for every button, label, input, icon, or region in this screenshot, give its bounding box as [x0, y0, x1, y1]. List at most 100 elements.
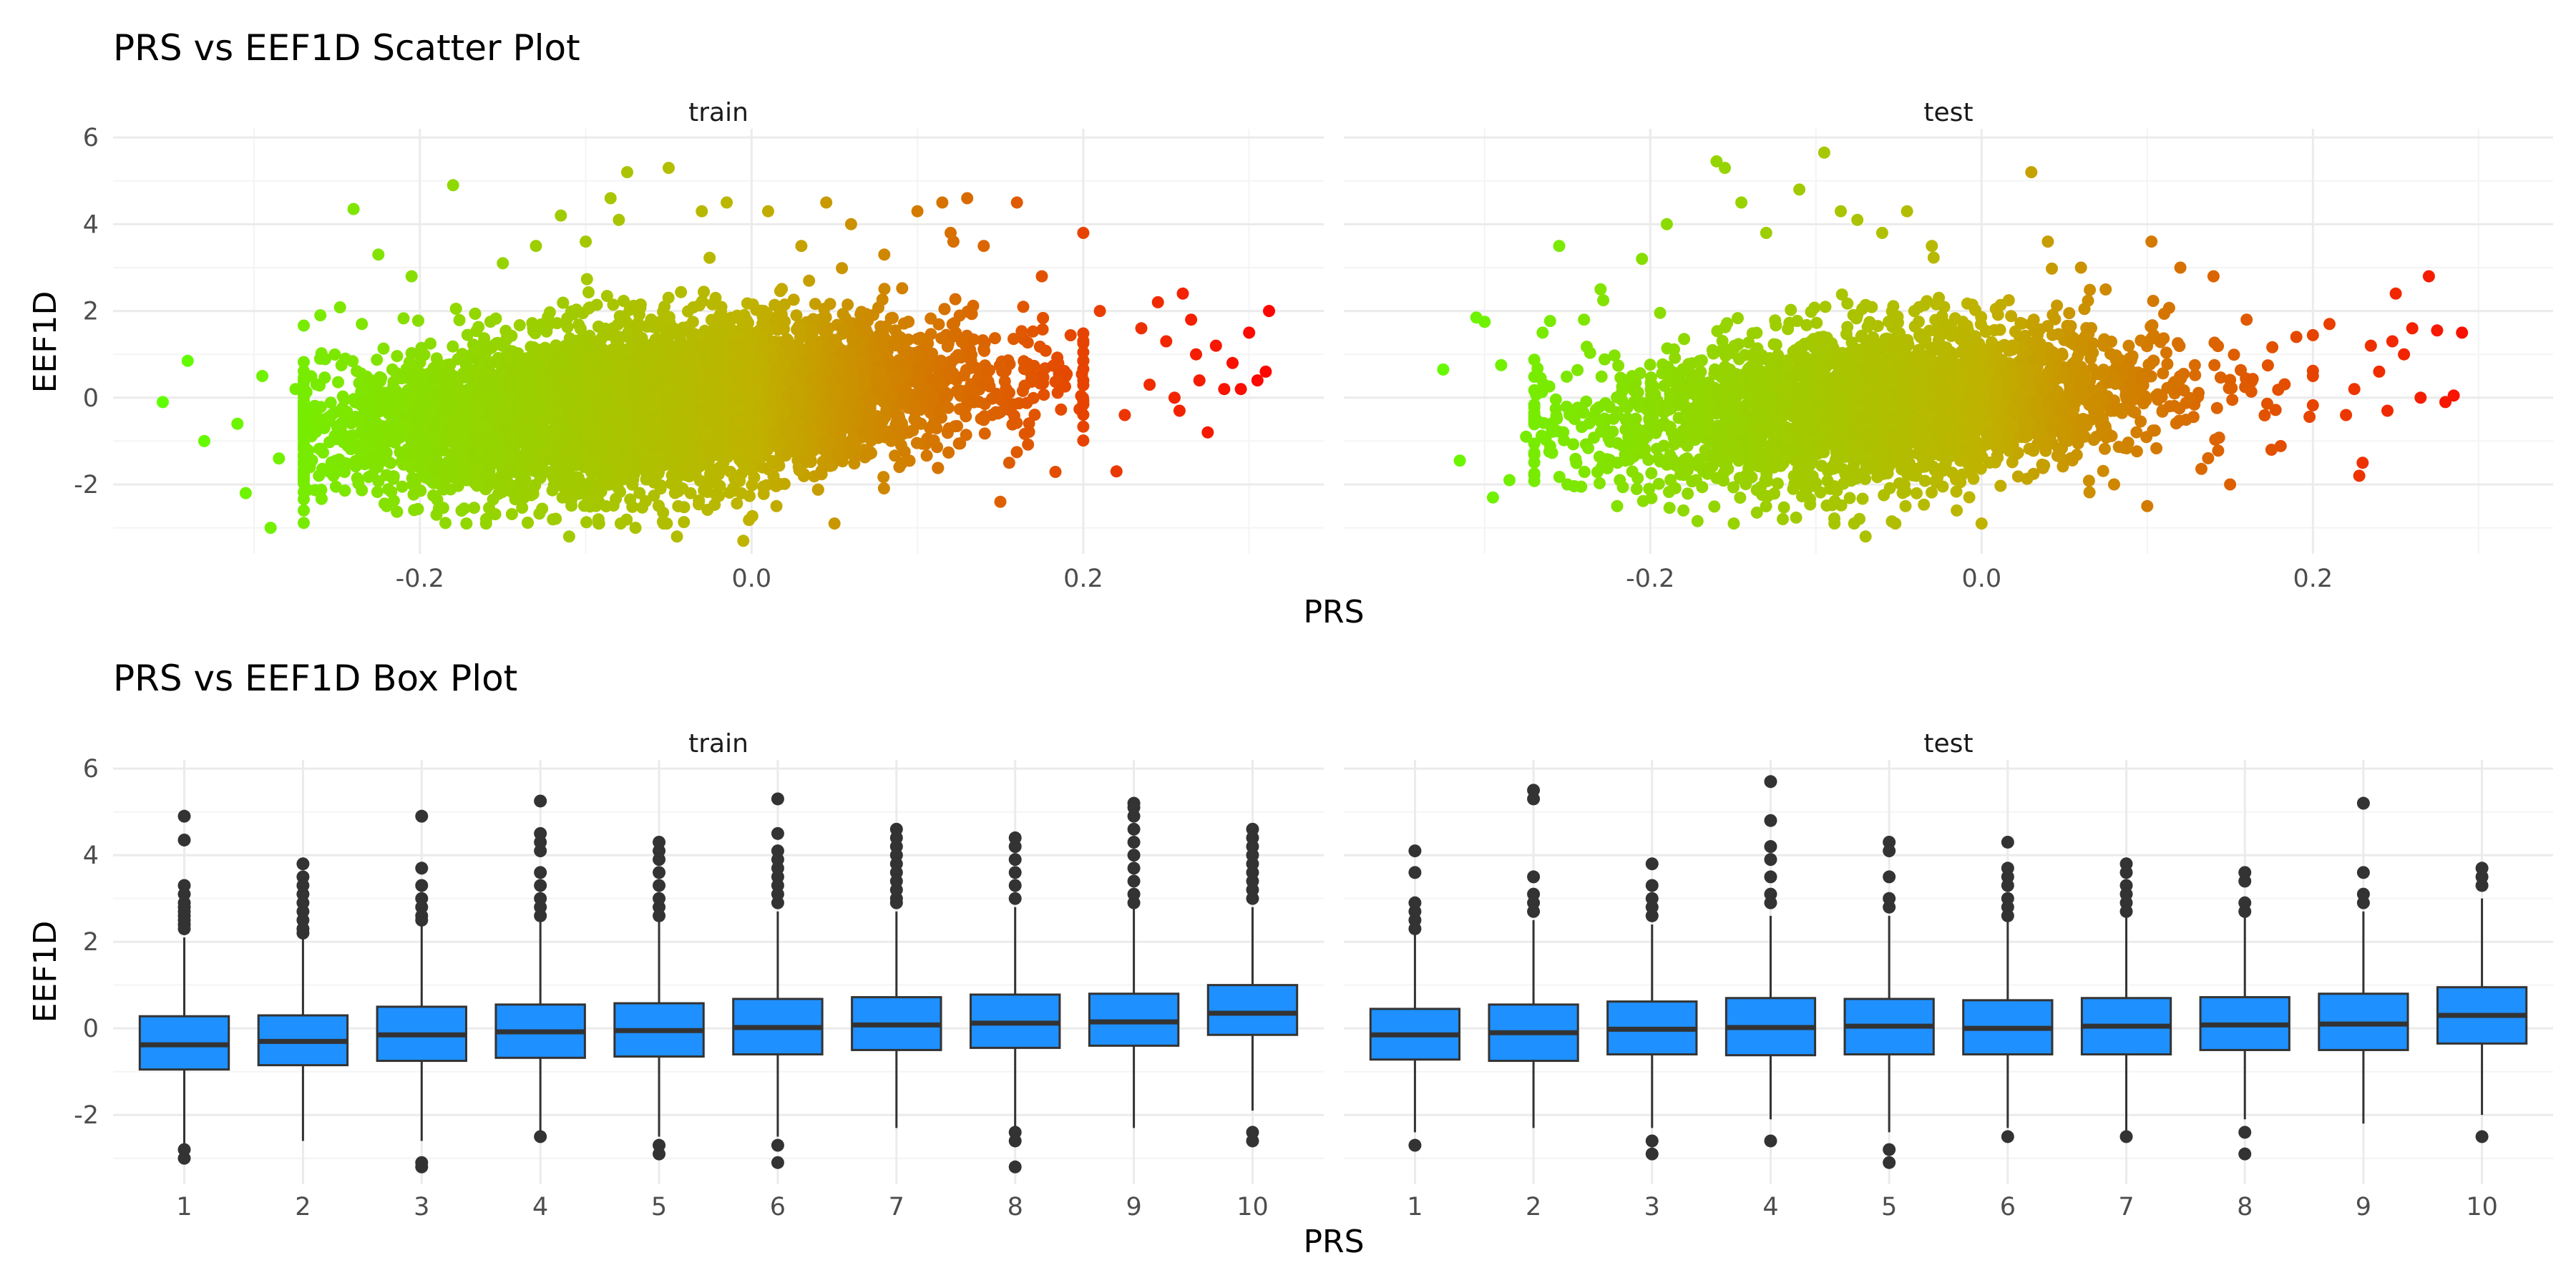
scatter-point — [779, 449, 792, 462]
scatter-point — [787, 293, 800, 306]
scatter-point — [614, 517, 627, 530]
scatter-point — [779, 298, 791, 311]
scatter-point — [1002, 457, 1015, 469]
scatter-title: PRS vs EEF1D Scatter Plot — [113, 27, 580, 69]
scatter-point — [391, 350, 404, 363]
scatter-point — [949, 293, 962, 306]
scatter-point — [324, 396, 337, 409]
box-title: PRS vs EEF1D Box Plot — [113, 658, 517, 699]
scatter-y-axis-label: EEF1D — [27, 291, 64, 394]
scatter-point — [1077, 327, 1090, 340]
scatter-point — [946, 318, 959, 331]
scatter-point — [896, 282, 909, 295]
scatter-point — [1022, 438, 1035, 451]
scatter-point — [332, 376, 344, 389]
scatter-point — [743, 514, 756, 527]
scatter-point — [878, 283, 891, 296]
scatter-point — [298, 356, 310, 369]
scatter-point — [423, 473, 436, 486]
scatter-facet-label-train: train — [688, 98, 748, 127]
scatter-point — [505, 508, 518, 520]
scatter-point — [461, 328, 474, 341]
scatter-point — [468, 502, 481, 514]
scatter-point-cloud — [298, 235, 1090, 530]
scatter-point — [600, 290, 613, 303]
scatter-point — [350, 459, 362, 472]
scatter-point — [920, 449, 933, 462]
scatter-point — [1077, 409, 1090, 421]
scatter-point — [333, 301, 346, 313]
scatter-point — [1010, 446, 1023, 459]
scatter-point — [298, 319, 310, 332]
scatter-point — [1015, 325, 1028, 338]
scatter-point — [872, 301, 884, 314]
scatter-point — [580, 273, 593, 286]
scatter-point — [411, 502, 424, 515]
scatter-point — [724, 465, 737, 478]
scatter-point — [877, 471, 890, 484]
box-facet-label-train: train — [688, 729, 748, 758]
scatter-point — [1017, 301, 1030, 313]
scatter-point — [362, 471, 375, 484]
scatter-point — [458, 502, 471, 515]
scatter-point — [953, 309, 966, 322]
scatter-point — [924, 328, 937, 341]
scatter-point — [790, 309, 803, 322]
scatter-point — [703, 251, 716, 264]
scatter-point — [356, 484, 369, 497]
box-facet-label-test: test — [1923, 729, 1973, 758]
scatter-point — [439, 517, 452, 530]
scatter-point — [1064, 329, 1077, 341]
scatter-point — [1077, 434, 1090, 447]
scatter-point — [384, 457, 397, 469]
scatter-point — [330, 433, 343, 445]
scatter-point — [672, 499, 685, 512]
scatter-point — [877, 482, 890, 494]
scatter-point — [898, 445, 911, 458]
scatter-point — [369, 409, 381, 421]
scatter-point — [1021, 336, 1034, 349]
scatter-x-axis-label: PRS — [1303, 594, 1364, 630]
box-y-axis-label: EEF1D — [27, 921, 64, 1023]
scatter-point — [328, 348, 341, 361]
scatter-point — [947, 330, 960, 343]
scatter-point — [460, 517, 473, 530]
scatter-point — [397, 312, 410, 325]
scatter-point — [453, 313, 466, 326]
scatter-point — [583, 301, 596, 314]
scatter-point — [1037, 371, 1050, 384]
scatter-point — [1003, 386, 1015, 399]
scatter-point — [318, 421, 331, 434]
scatter-point — [447, 340, 459, 353]
scatter-point — [489, 508, 502, 521]
scatter-point — [533, 507, 546, 520]
scatter-point — [607, 298, 620, 311]
scatter-point — [1055, 403, 1068, 416]
scatter-point — [415, 341, 428, 354]
scatter-facet-label-test: test — [1923, 98, 1973, 127]
scatter-point — [841, 298, 854, 311]
scatter-point — [910, 436, 923, 449]
scatter-point — [1008, 333, 1020, 346]
scatter-point — [353, 376, 366, 389]
scatter-point — [960, 429, 972, 441]
scatter-point — [382, 483, 395, 496]
scatter-point — [1077, 337, 1090, 350]
scatter-point — [773, 459, 786, 472]
scatter-point — [1077, 420, 1090, 433]
scatter-point — [836, 262, 849, 275]
scatter-point — [731, 497, 743, 510]
box-x-axis-label: PRS — [1303, 1224, 1364, 1260]
scatter-point — [1038, 389, 1050, 401]
scatter-point — [607, 499, 620, 512]
scatter-point — [776, 283, 789, 296]
scatter-point — [706, 298, 719, 311]
scatter-point — [317, 446, 330, 459]
scatter-point — [682, 305, 694, 318]
scatter-point — [516, 502, 529, 514]
scatter-point — [1033, 341, 1046, 353]
scatter-point — [803, 274, 816, 287]
scatter-point — [836, 308, 849, 321]
